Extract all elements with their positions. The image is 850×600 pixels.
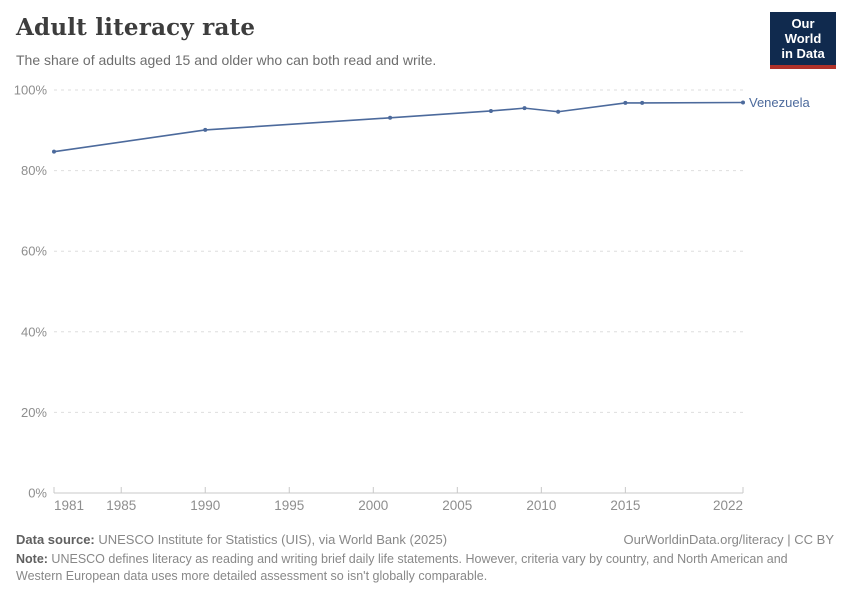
chart-subtitle: The share of adults aged 15 and older wh… [16,52,437,68]
owid-logo[interactable]: Our World in Data [770,12,836,69]
data-point [623,100,628,105]
data-point [640,100,645,105]
y-tick-label: 0% [28,486,47,501]
chart-footer: Data source: UNESCO Institute for Statis… [16,532,834,547]
data-source-label: Data source: [16,532,95,547]
series-entity-label[interactable]: Venezuela [749,95,810,110]
owid-logo-line2: in Data [781,46,825,61]
series-line [53,101,744,153]
x-tick-label: 1985 [106,498,136,513]
x-tick-label: 2005 [442,498,472,513]
data-point [203,127,208,132]
x-tick-label: 1981 [54,498,84,513]
x-tick-label: 2015 [610,498,640,513]
data-point [556,109,561,114]
data-point [488,108,493,113]
y-tick-label: 20% [21,405,47,420]
x-tick-label: 2010 [526,498,556,513]
x-tick-label: 2022 [713,498,743,513]
data-source-text: Data source: UNESCO Institute for Statis… [16,532,448,547]
x-tick-label: 2000 [358,498,388,513]
owid-license-link[interactable]: OurWorldinData.org/literacy | CC BY [623,532,834,547]
data-point [741,100,745,105]
data-point [52,149,56,154]
data-point [388,115,393,120]
note-label: Note: [16,552,48,566]
y-tick-label: 40% [21,324,47,339]
x-tick-label: 1990 [190,498,220,513]
x-tick-label: 1995 [274,498,304,513]
page-title: Adult literacy rate [16,14,256,41]
owid-logo-line1: Our World [784,16,822,46]
chart-note: Note: UNESCO defines literacy as reading… [16,552,788,583]
y-tick-label: 60% [21,244,47,259]
y-tick-label: 80% [21,163,47,178]
y-tick-label: 100% [14,83,48,98]
data-point [522,106,527,111]
